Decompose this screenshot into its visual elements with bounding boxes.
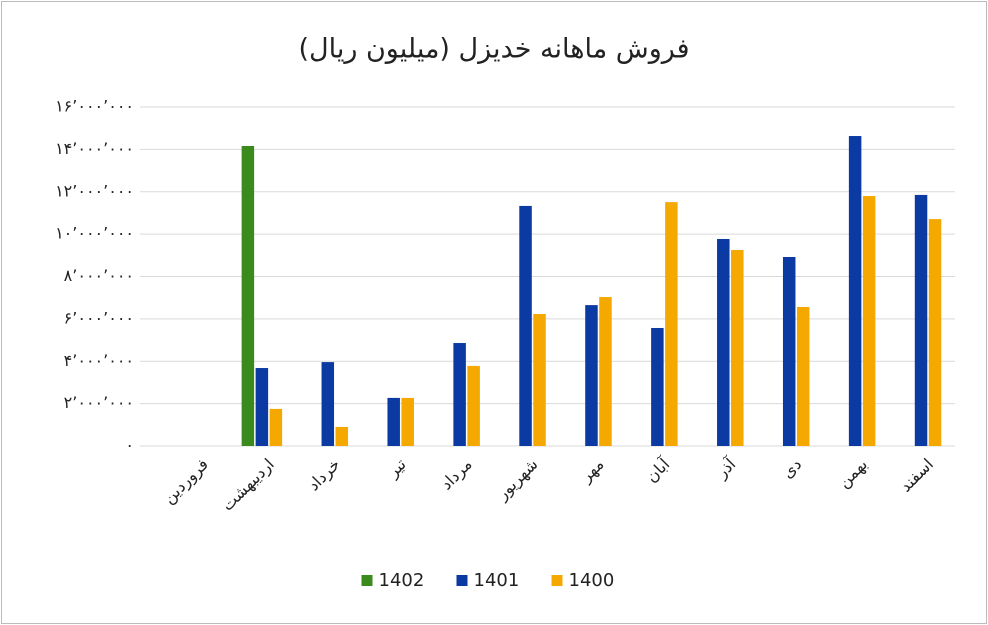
chart-title: فروش ماهانه خدیزل (میلیون ریال) <box>298 34 689 65</box>
bar <box>731 250 744 446</box>
bar <box>651 327 664 446</box>
bar <box>717 238 730 446</box>
bar <box>269 408 283 446</box>
y-tick-label: ۲’۰۰۰’۰۰۰ <box>64 393 134 412</box>
bar <box>928 219 942 446</box>
bar <box>401 397 414 446</box>
legend-swatch <box>361 575 373 586</box>
y-tick-label: ۸’۰۰۰’۰۰۰ <box>64 266 134 285</box>
y-tick-label: ۱۰’۰۰۰’۰۰۰ <box>55 224 134 243</box>
legend-swatch <box>551 575 563 586</box>
y-tick-label: ۱۶’۰۰۰’۰۰۰ <box>55 97 134 116</box>
legend-label: 1402 <box>379 570 425 591</box>
bar <box>335 426 349 446</box>
bar <box>255 368 269 446</box>
bar <box>848 136 862 447</box>
legend-label: 1401 <box>474 570 520 591</box>
bar <box>467 365 480 446</box>
legend-label: 1400 <box>569 570 615 591</box>
bar <box>519 205 532 446</box>
bar <box>321 362 335 446</box>
bar <box>387 397 400 446</box>
bar <box>914 194 928 446</box>
bar <box>599 297 612 446</box>
y-tick-label: ۴’۰۰۰’۰۰۰ <box>64 351 134 370</box>
legend-swatch <box>456 575 468 586</box>
bar <box>453 343 466 446</box>
bar <box>533 314 546 446</box>
y-tick-label: ۰ <box>125 436 134 455</box>
bar <box>796 307 810 446</box>
bar <box>665 202 678 446</box>
y-tick-label: ۶’۰۰۰’۰۰۰ <box>64 308 134 327</box>
bar <box>241 145 255 447</box>
bar <box>862 195 876 446</box>
y-tick-label: ۱۲’۰۰۰’۰۰۰ <box>55 181 134 200</box>
bar <box>585 305 598 446</box>
y-tick-label: ۱۴’۰۰۰’۰۰۰ <box>55 139 134 158</box>
bar <box>782 257 796 446</box>
